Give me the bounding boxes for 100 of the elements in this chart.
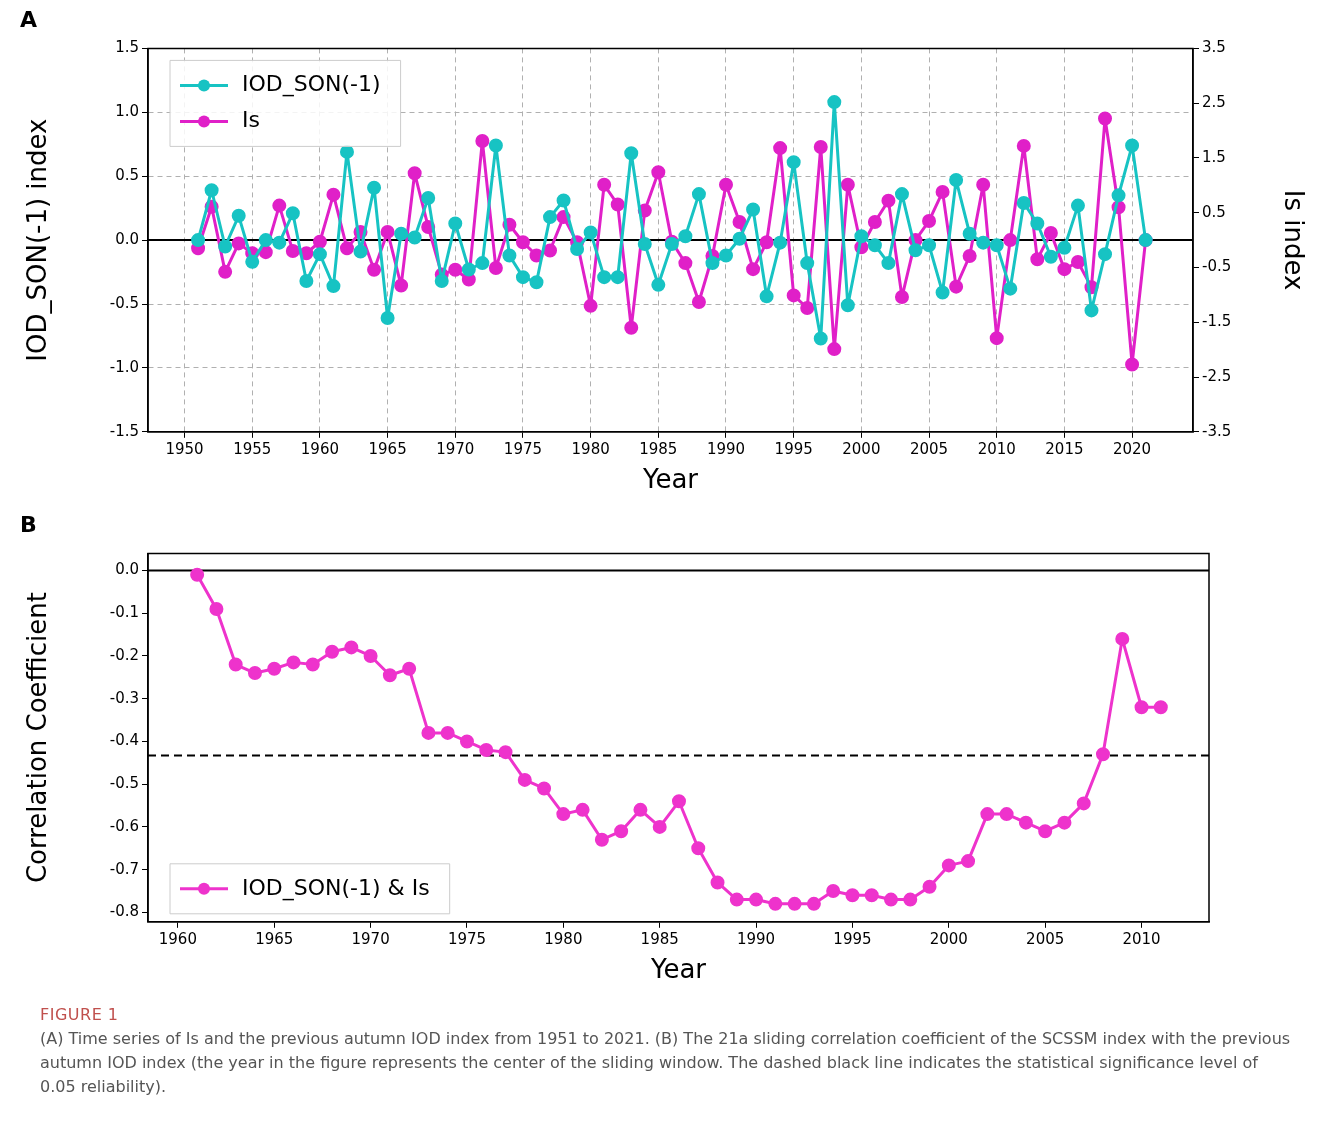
- y2-tick-label: -2.5: [1202, 366, 1232, 385]
- point: [999, 807, 1014, 822]
- y2-tick-label: 0.5: [1202, 202, 1226, 221]
- y-tick-label: -0.2: [109, 645, 139, 664]
- y-tick-label: -1.0: [109, 357, 139, 376]
- y-tick-label: 0.5: [115, 166, 139, 185]
- caption: FIGURE 1: [40, 1004, 120, 1026]
- x-tick-label: 2015: [1045, 439, 1084, 458]
- y2-tick-label: -1.5: [1202, 312, 1232, 331]
- point: [1018, 815, 1033, 830]
- point: [1076, 796, 1091, 811]
- y2-tick-label: -3.5: [1202, 421, 1232, 440]
- y2-tick-label: 3.5: [1202, 38, 1226, 57]
- x-tick-label: 1980: [571, 439, 610, 458]
- y-tick-label: -0.3: [109, 688, 139, 707]
- chart-title: A: [20, 6, 38, 32]
- point: [1134, 700, 1149, 715]
- point: [633, 802, 648, 817]
- y-tick-label: 1.0: [115, 102, 139, 121]
- point: [402, 661, 417, 676]
- point: [1115, 631, 1130, 646]
- x-tick-label: 2010: [977, 439, 1016, 458]
- y2-tick-label: 2.5: [1202, 93, 1226, 112]
- point: [941, 858, 956, 873]
- legend-label: IOD_SON(-1): [242, 71, 381, 98]
- point: [459, 734, 474, 749]
- y-axis-title: Correlation Coefficient: [22, 592, 53, 884]
- x-tick-label: 1975: [447, 929, 487, 948]
- point: [382, 668, 397, 683]
- x-tick-label: 1965: [255, 929, 294, 948]
- point: [363, 648, 378, 663]
- point: [209, 601, 224, 616]
- y2-tick-label: -0.5: [1202, 257, 1232, 276]
- point: [903, 892, 918, 907]
- y-tick-label: -0.1: [109, 603, 139, 622]
- x-tick-label: 1955: [233, 439, 272, 458]
- point: [440, 725, 455, 740]
- x-tick-label: 1980: [544, 929, 583, 948]
- x-tick-label: 1990: [736, 929, 776, 948]
- y-axis-title: IOD_SON(-1) index: [22, 118, 53, 362]
- point: [594, 832, 609, 847]
- point: [806, 896, 821, 911]
- chart-title: B: [20, 511, 37, 537]
- point: [1057, 815, 1072, 830]
- x-tick-label: 1995: [774, 439, 813, 458]
- x-tick-label: 1995: [833, 929, 872, 948]
- point: [883, 892, 898, 907]
- x-tick-label: 1960: [158, 929, 197, 948]
- x-tick-label: 1965: [368, 439, 407, 458]
- point: [1096, 747, 1110, 762]
- point: [980, 807, 995, 822]
- y-tick-label: -0.8: [109, 902, 139, 921]
- y-tick-label: -1.5: [109, 421, 139, 440]
- y-tick-label: 1.5: [115, 38, 139, 57]
- x-tick-label: 1970: [351, 929, 390, 948]
- point: [652, 819, 667, 834]
- point: [305, 657, 320, 672]
- point: [537, 781, 552, 796]
- point: [671, 794, 686, 809]
- x-axis-title: Year: [649, 954, 707, 985]
- point: [556, 807, 571, 822]
- point: [961, 854, 976, 869]
- point: [247, 666, 262, 681]
- y-tick-label: -0.6: [109, 816, 139, 835]
- x-tick-label: 1960: [300, 439, 339, 458]
- x-tick-label: 2010: [1122, 929, 1161, 948]
- point: [614, 824, 629, 839]
- point: [575, 802, 590, 817]
- point: [421, 725, 436, 740]
- text: (A) Time series of Is and the previous autumn IOD index from 1951 to 2021. (B) The 21a sliding correlation coefficient of the SCSSM index with the previous autumn IOD index (the year in the figure represents the center of the sliding window. The dashed black line indicates the statistical significance level of 0.05 reliability).: [40, 1028, 1291, 1098]
- x-tick-label: 2020: [1112, 439, 1152, 458]
- point: [286, 655, 301, 670]
- point: [787, 896, 802, 911]
- x-tick-label: 1970: [436, 439, 475, 458]
- y2-tick-label: 1.5: [1202, 147, 1226, 166]
- y-tick-label: 0.0: [115, 229, 139, 248]
- x-tick-label: 2005: [1026, 929, 1065, 948]
- x-tick-label: 1985: [640, 929, 679, 948]
- point: [922, 879, 937, 894]
- point: [190, 567, 205, 582]
- y-tick-label: -0.4: [109, 731, 139, 750]
- point: [710, 875, 725, 890]
- point: [864, 888, 879, 903]
- x-tick-label: 1975: [503, 439, 543, 458]
- point: [517, 772, 532, 787]
- point: [768, 896, 783, 911]
- point: [749, 892, 764, 907]
- legend-label: Is: [242, 107, 260, 133]
- point: [479, 742, 494, 757]
- x-tick-label: 1990: [706, 439, 746, 458]
- point: [1038, 824, 1053, 839]
- point: [267, 661, 282, 676]
- x-tick-label: 2000: [929, 929, 968, 948]
- point: [729, 892, 744, 907]
- y-tick-label: -0.5: [109, 774, 139, 793]
- point: [1153, 700, 1168, 715]
- point: [691, 841, 706, 856]
- x-tick-label: 2005: [909, 439, 949, 458]
- x-axis-title: Year: [641, 464, 699, 495]
- x-tick-label: 1985: [639, 439, 678, 458]
